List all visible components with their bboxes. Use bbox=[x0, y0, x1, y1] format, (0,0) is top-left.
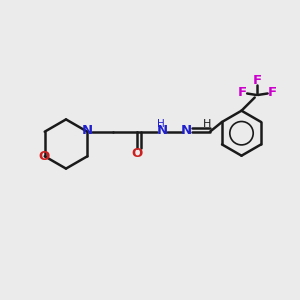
Text: N: N bbox=[156, 124, 168, 137]
Text: F: F bbox=[238, 86, 247, 99]
Text: H: H bbox=[203, 118, 211, 129]
Text: O: O bbox=[132, 147, 143, 160]
Text: F: F bbox=[268, 86, 277, 99]
Text: H: H bbox=[157, 119, 165, 129]
Text: F: F bbox=[253, 74, 262, 87]
Text: O: O bbox=[38, 150, 50, 163]
Text: N: N bbox=[82, 124, 93, 137]
Text: N: N bbox=[181, 124, 192, 137]
